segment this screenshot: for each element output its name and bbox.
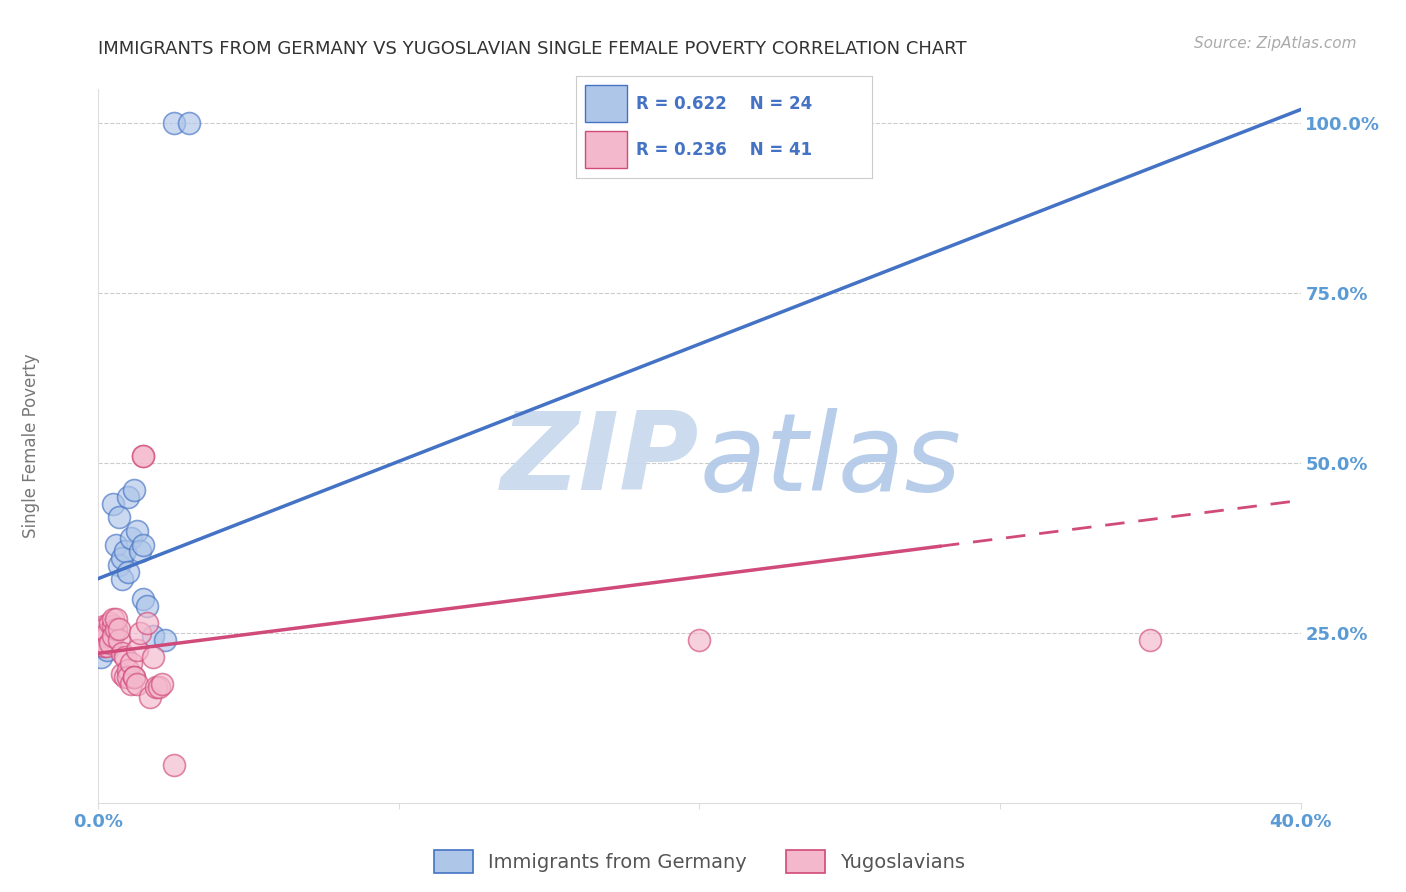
- Point: [114, 544, 136, 558]
- Point: [108, 632, 131, 647]
- Point: [117, 565, 139, 579]
- Point: [108, 558, 131, 572]
- Point: [105, 537, 128, 551]
- Point: [127, 524, 149, 538]
- Point: [93, 640, 115, 654]
- Text: atlas: atlas: [699, 408, 962, 513]
- Point: [100, 632, 122, 647]
- Text: R = 0.622    N = 24: R = 0.622 N = 24: [636, 95, 811, 112]
- Point: [129, 544, 152, 558]
- Point: [96, 626, 118, 640]
- Point: [93, 619, 115, 633]
- Point: [93, 640, 115, 654]
- Point: [177, 116, 200, 130]
- Point: [117, 490, 139, 504]
- Point: [127, 643, 149, 657]
- Point: [132, 449, 155, 463]
- Point: [93, 629, 115, 643]
- Point: [111, 646, 134, 660]
- Point: [103, 612, 125, 626]
- Point: [96, 640, 118, 654]
- Point: [124, 483, 146, 498]
- Text: R = 0.236    N = 41: R = 0.236 N = 41: [636, 141, 811, 159]
- FancyBboxPatch shape: [585, 131, 627, 168]
- Point: [145, 680, 167, 694]
- Point: [141, 629, 163, 643]
- Point: [132, 449, 155, 463]
- Point: [127, 677, 149, 691]
- Point: [141, 649, 163, 664]
- Point: [1139, 632, 1161, 647]
- Text: Single Female Poverty: Single Female Poverty: [22, 354, 39, 538]
- Point: [90, 632, 112, 647]
- Point: [121, 531, 143, 545]
- Point: [117, 670, 139, 684]
- Point: [108, 510, 131, 524]
- Point: [111, 666, 134, 681]
- Point: [105, 612, 128, 626]
- Point: [135, 615, 157, 630]
- Point: [132, 537, 155, 551]
- Point: [117, 663, 139, 677]
- Point: [129, 626, 152, 640]
- Point: [96, 629, 118, 643]
- Point: [105, 623, 128, 637]
- Point: [108, 623, 131, 637]
- Point: [150, 677, 173, 691]
- Point: [132, 591, 155, 606]
- Point: [103, 619, 125, 633]
- Point: [162, 116, 184, 130]
- Point: [688, 632, 710, 647]
- Point: [138, 690, 160, 705]
- Text: Source: ZipAtlas.com: Source: ZipAtlas.com: [1194, 36, 1357, 51]
- Legend: Immigrants from Germany, Yugoslavians: Immigrants from Germany, Yugoslavians: [425, 840, 974, 882]
- Point: [93, 623, 115, 637]
- Point: [114, 670, 136, 684]
- Point: [148, 680, 170, 694]
- FancyBboxPatch shape: [585, 85, 627, 122]
- Point: [121, 677, 143, 691]
- Point: [100, 636, 122, 650]
- Point: [111, 551, 134, 566]
- Point: [153, 632, 176, 647]
- Point: [114, 649, 136, 664]
- Point: [96, 643, 118, 657]
- Point: [103, 497, 125, 511]
- Point: [124, 670, 146, 684]
- Point: [90, 649, 112, 664]
- Text: ZIP: ZIP: [501, 408, 699, 513]
- Point: [111, 572, 134, 586]
- Text: IMMIGRANTS FROM GERMANY VS YUGOSLAVIAN SINGLE FEMALE POVERTY CORRELATION CHART: IMMIGRANTS FROM GERMANY VS YUGOSLAVIAN S…: [98, 40, 967, 58]
- Point: [162, 758, 184, 772]
- Point: [121, 657, 143, 671]
- Point: [103, 629, 125, 643]
- Point: [135, 599, 157, 613]
- Point: [90, 623, 112, 637]
- Point: [124, 670, 146, 684]
- Point: [103, 626, 125, 640]
- Point: [100, 615, 122, 630]
